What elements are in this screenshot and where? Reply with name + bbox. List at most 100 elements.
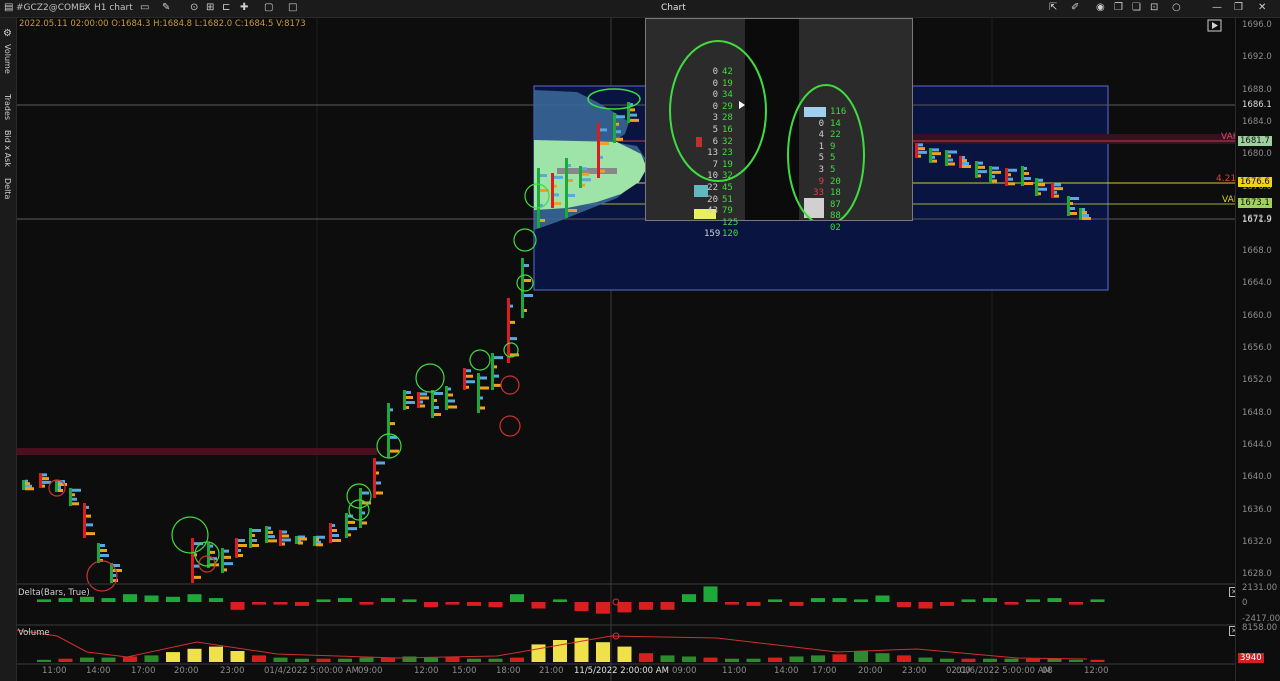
cluster-bar [86, 523, 93, 527]
volume-bar [424, 657, 438, 662]
volume-bar [639, 653, 653, 662]
delta-bar [811, 598, 825, 602]
cluster-bar [316, 543, 323, 547]
cluster-bar [918, 147, 925, 151]
time-tick: 17:00 [812, 666, 837, 676]
highlight-circle [499, 415, 521, 437]
volume-bar [725, 658, 739, 662]
volume-bar [252, 655, 266, 662]
restore-icon[interactable]: ❐ [1234, 2, 1243, 13]
close-icon[interactable]: ✕ [1258, 2, 1267, 13]
price-chart[interactable]: VAH 4.21K VAL [17, 18, 1236, 681]
price-tick: 1644.0 [1242, 439, 1272, 450]
brush-icon[interactable]: ✐ [1071, 2, 1080, 13]
chart-type-select[interactable]: H1 chart [94, 3, 133, 13]
cluster-bar [298, 535, 305, 539]
gear-icon[interactable]: ⚙ [3, 28, 12, 39]
cluster-bar [1070, 207, 1075, 210]
popup-ask-value: 32 [722, 171, 733, 182]
cluster-bar [1070, 202, 1073, 205]
candle [373, 458, 376, 498]
cluster-bar [1054, 194, 1059, 198]
popup-bid-value: 0 [818, 118, 824, 129]
popup-ask-value: 5 [830, 165, 836, 175]
delta-bar [273, 602, 288, 605]
volume-bar [811, 655, 825, 662]
candle [207, 543, 210, 568]
cluster-bar [466, 380, 475, 384]
link-icon[interactable]: ○ [1172, 2, 1181, 13]
tab-delta[interactable]: Delta [3, 178, 12, 200]
cursor-icon[interactable]: ⇱ [1049, 2, 1058, 13]
cluster-bar [316, 538, 319, 542]
symbol-label[interactable]: #GCZ2@COMEX [16, 3, 91, 13]
ruler-icon[interactable]: ⊏ [222, 2, 231, 13]
highlight-circle [171, 516, 209, 554]
delta-bar [381, 598, 395, 602]
cluster-bar [332, 529, 337, 532]
delta-bar [940, 602, 954, 606]
cluster-bar [434, 399, 437, 402]
cluster-bar [420, 392, 427, 396]
price-tick: 1656.0 [1242, 343, 1272, 353]
copy-icon[interactable]: ❐ [1114, 2, 1123, 13]
cluster-bar [282, 530, 287, 534]
minimize-icon[interactable]: — [1212, 2, 1222, 13]
time-tick: 11:00 [722, 666, 747, 676]
candle [579, 166, 582, 188]
cluster-bar [480, 406, 485, 410]
search-icon[interactable]: ⌕ [82, 2, 88, 13]
cluster-bar [238, 554, 243, 557]
volume-label: Volume [18, 628, 50, 638]
cluster-bar [58, 486, 61, 489]
cluster-bar [582, 167, 587, 171]
candle [627, 102, 630, 123]
zoom-icon[interactable]: ⊙ [190, 2, 199, 13]
time-tick: 15:00 [452, 666, 477, 676]
tab-volume[interactable]: Volume [3, 44, 12, 74]
price-tick: 1696.0 [1242, 20, 1272, 30]
cluster-popup[interactable]: 0 42 0 19 0 34 0 29 3 28 5 16 6 32 13 23 7 19 10 32 22 45 20 51… [645, 18, 913, 239]
cluster-bar [1082, 217, 1091, 220]
windows-icon[interactable]: ❏ [1132, 2, 1141, 13]
volume-bar [338, 658, 352, 662]
layout-icon[interactable]: ▭ [140, 2, 150, 13]
price-tick: 1640.0 [1242, 472, 1272, 483]
popup-ask-value: 120 [722, 229, 739, 240]
indicator-icon[interactable]: ⊞ [206, 2, 215, 13]
candle [945, 150, 948, 166]
popup-ask-value: 16 [722, 125, 733, 135]
price-axis[interactable]: 1696.01692.01688.01684.01680.01676.01672… [1235, 18, 1280, 681]
cluster-bar [406, 406, 409, 409]
volume-bar [617, 646, 632, 662]
camera-icon[interactable]: ◉ [1096, 2, 1105, 13]
cluster-bar [962, 159, 967, 162]
popup-ask-value: 02 [830, 223, 841, 233]
volume-bar [295, 658, 309, 662]
cluster-bar [362, 521, 367, 525]
popup-bid-value: 159 [704, 229, 721, 240]
cluster-bar [25, 487, 34, 491]
highlight-circle [346, 483, 372, 509]
cluster-bar [86, 514, 91, 518]
delta-bar [1069, 602, 1083, 605]
cluster-bar [524, 294, 533, 297]
lock-icon[interactable]: ⊡ [1150, 2, 1159, 13]
cluster-bar [568, 179, 573, 182]
price-tick: 1652.0 [1242, 375, 1272, 386]
cluster-bar [600, 142, 609, 146]
popup-ask-value: 28 [722, 113, 733, 124]
comment-icon[interactable]: ▢ [264, 2, 274, 13]
top-toolbar: ▤ #GCZ2@COMEX ⌕ H1 chart ▭ ✎ ⊙ ⊞ ⊏ ✚ ▢ □… [0, 0, 1280, 18]
cluster-bar [194, 575, 201, 579]
tab-bid-ask[interactable]: Bid x Ask [3, 130, 12, 167]
tab-trades[interactable]: Trades [3, 94, 12, 121]
popup-bid-value: 0 [712, 101, 718, 112]
candle [22, 480, 25, 490]
candle [431, 390, 434, 418]
candle [417, 392, 420, 408]
crosshair-icon[interactable]: ✚ [240, 2, 249, 13]
pencil-icon[interactable]: ✎ [162, 2, 171, 13]
square-icon[interactable]: □ [288, 2, 298, 13]
highlight-circle [198, 555, 216, 573]
